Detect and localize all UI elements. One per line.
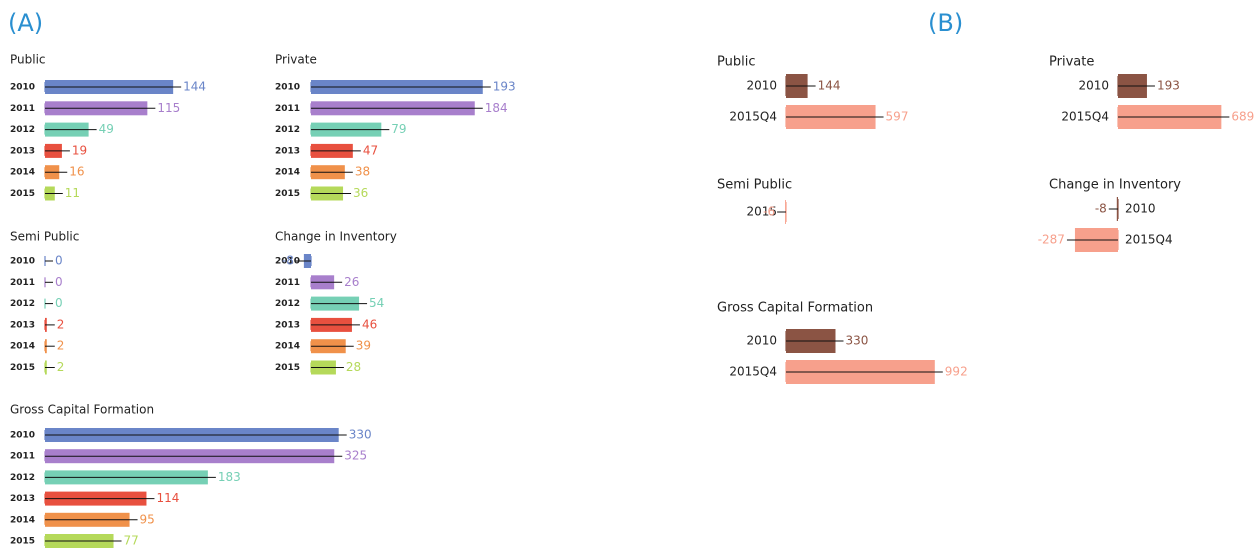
category-label: 2015 xyxy=(10,363,35,373)
value-label: 28 xyxy=(346,360,361,374)
category-label: 2010 xyxy=(1125,202,1156,216)
category-label: 2010 xyxy=(10,83,35,93)
category-label: 2013 xyxy=(10,146,35,156)
value-label: 115 xyxy=(157,101,180,115)
value-label: 2 xyxy=(57,339,65,353)
category-label: 2014 xyxy=(275,168,300,178)
category-label: 2015 xyxy=(275,363,300,373)
value-label: 79 xyxy=(391,122,406,136)
category-label: 2014 xyxy=(10,168,35,178)
category-label: 2010 xyxy=(1078,79,1109,93)
category-label: 2014 xyxy=(10,342,35,352)
value-label: 0 xyxy=(55,275,63,289)
category-label: 2012 xyxy=(10,473,35,483)
category-label: 2011 xyxy=(275,104,300,114)
category-label: 2010 xyxy=(10,431,35,441)
category-label: 2011 xyxy=(275,278,300,288)
value-label: 47 xyxy=(363,143,378,157)
panel-label: (A) xyxy=(8,9,43,37)
category-label: 2010 xyxy=(746,79,777,93)
value-label: 95 xyxy=(140,512,155,526)
value-label: 2 xyxy=(57,360,65,374)
value-label: 992 xyxy=(945,365,968,379)
value-label: 39 xyxy=(356,339,371,353)
value-label: 597 xyxy=(886,110,909,124)
value-label: 49 xyxy=(99,122,114,136)
chart-title: Change in Inventory xyxy=(1049,178,1181,193)
category-label: 2014 xyxy=(275,342,300,352)
category-label: 2012 xyxy=(275,299,300,309)
category-label: 2014 xyxy=(10,515,35,525)
value-label: 54 xyxy=(369,296,384,310)
chart-title: Private xyxy=(275,53,317,67)
chart-title: Semi Public xyxy=(10,230,79,244)
category-label: 2015 xyxy=(746,205,777,219)
value-label: 193 xyxy=(493,80,516,94)
category-label: 2011 xyxy=(10,278,35,288)
chart-title: Public xyxy=(717,55,755,70)
value-label: -6 xyxy=(763,205,775,219)
value-label: 325 xyxy=(344,449,367,463)
value-label: 330 xyxy=(349,428,372,442)
category-label: 2013 xyxy=(10,494,35,504)
category-label: 2015 xyxy=(275,189,300,199)
value-label: 19 xyxy=(72,143,87,157)
category-label: 2012 xyxy=(275,125,300,135)
category-label: 2015Q4 xyxy=(729,365,777,379)
chart-title: Gross Capital Formation xyxy=(717,301,873,316)
chart-title: Semi Public xyxy=(717,178,792,193)
value-label: 46 xyxy=(362,317,377,331)
value-label: -8 xyxy=(1095,202,1107,216)
value-label: 2 xyxy=(57,317,65,331)
category-label: 2010 xyxy=(275,257,300,267)
category-label: 2013 xyxy=(275,146,300,156)
value-label: -8 xyxy=(282,254,294,268)
value-label: 144 xyxy=(183,80,206,94)
value-label: 77 xyxy=(124,534,139,548)
category-label: 2012 xyxy=(10,125,35,135)
category-label: 2015Q4 xyxy=(729,110,777,124)
value-label: 16 xyxy=(69,165,84,179)
chart-title: Private xyxy=(1049,55,1094,70)
value-label: 38 xyxy=(355,165,370,179)
category-label: 2011 xyxy=(10,452,35,462)
value-label: 36 xyxy=(353,186,368,200)
category-label: 2010 xyxy=(746,334,777,348)
category-label: 2015Q4 xyxy=(1061,110,1109,124)
category-label: 2010 xyxy=(10,257,35,267)
value-label: 26 xyxy=(344,275,359,289)
value-label: -287 xyxy=(1038,233,1065,247)
chart-title: Change in Inventory xyxy=(275,230,397,244)
chart-title: Gross Capital Formation xyxy=(10,403,154,417)
value-label: 114 xyxy=(156,491,179,505)
category-label: 2015 xyxy=(10,537,35,547)
category-label: 2012 xyxy=(10,299,35,309)
category-label: 2015Q4 xyxy=(1125,233,1173,247)
category-label: 2011 xyxy=(10,104,35,114)
category-label: 2010 xyxy=(275,83,300,93)
value-label: 183 xyxy=(218,470,241,484)
panel-label: (B) xyxy=(928,9,963,37)
value-label: 193 xyxy=(1157,79,1180,93)
value-label: 689 xyxy=(1231,110,1254,124)
value-label: 184 xyxy=(485,101,508,115)
value-label: 144 xyxy=(818,79,841,93)
value-label: 0 xyxy=(55,296,63,310)
value-label: 330 xyxy=(846,334,869,348)
value-label: 11 xyxy=(65,186,80,200)
category-label: 2013 xyxy=(275,320,300,330)
category-label: 2015 xyxy=(10,189,35,199)
chart-title: Public xyxy=(10,53,46,67)
value-label: 0 xyxy=(55,254,63,268)
category-label: 2013 xyxy=(10,320,35,330)
